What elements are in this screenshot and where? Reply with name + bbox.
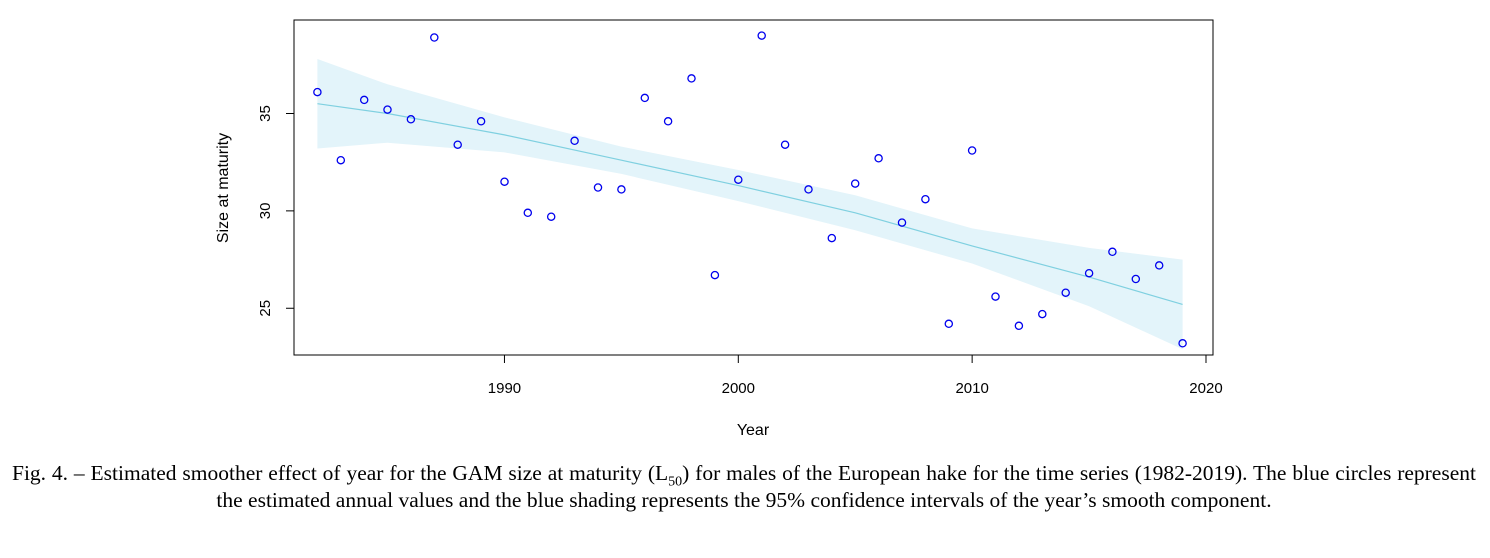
data-point xyxy=(359,95,369,105)
data-point xyxy=(570,136,579,146)
y-tick-label: 25 xyxy=(257,300,274,317)
data-point xyxy=(897,218,907,227)
confidence-band xyxy=(317,59,1183,350)
data-point xyxy=(827,233,837,243)
data-point xyxy=(1038,309,1047,319)
x-tick-label: 2020 xyxy=(1189,380,1222,397)
data-point xyxy=(546,212,556,221)
data-point xyxy=(944,319,954,329)
data-point xyxy=(640,93,650,103)
data-point xyxy=(804,185,813,194)
y-tick-label: 35 xyxy=(257,105,274,122)
data-point xyxy=(1154,261,1164,270)
y-tick-label: 30 xyxy=(257,203,274,220)
data-point xyxy=(406,115,416,124)
data-point xyxy=(617,185,626,194)
smooth-line xyxy=(317,103,1183,305)
data-point xyxy=(710,270,720,280)
data-point xyxy=(1108,247,1117,257)
figure-caption: Fig. 4. – Estimated smoother effect of y… xyxy=(12,460,1476,514)
y-axis: 25 30 35 xyxy=(257,105,294,317)
data-point xyxy=(780,140,790,149)
data-point xyxy=(663,117,673,126)
data-point xyxy=(1178,339,1187,348)
data-point xyxy=(850,179,860,188)
caption-line1-suffix: ) for males of the European hake for the… xyxy=(682,461,1248,485)
data-point xyxy=(991,292,1000,301)
x-tick-label: 1990 xyxy=(488,380,521,397)
caption-rest: The blue circles represent the estimated… xyxy=(216,461,1476,512)
data-point xyxy=(476,117,486,126)
data-point xyxy=(593,183,603,192)
data-point xyxy=(1061,288,1070,297)
data-point xyxy=(336,155,346,165)
data-point xyxy=(967,146,977,155)
data-point xyxy=(757,31,766,40)
data-point xyxy=(453,140,462,149)
data-points xyxy=(313,31,1187,348)
data-point xyxy=(523,208,533,218)
data-point xyxy=(874,154,883,163)
plot-frame xyxy=(293,19,1214,356)
data-point xyxy=(430,33,439,42)
caption-line1-prefix: Fig. 4. – Estimated smoother effect of y… xyxy=(12,461,669,485)
x-tick-label: 2000 xyxy=(722,380,755,397)
gam-chart: 1990 2000 2010 2020 25 30 35 Year Size at mat… xyxy=(215,19,1223,439)
caption-subscript: 50 xyxy=(668,474,683,490)
data-point xyxy=(687,74,696,83)
data-point xyxy=(921,194,930,204)
data-point xyxy=(313,87,322,97)
data-point xyxy=(1014,321,1024,331)
data-point xyxy=(383,105,392,114)
x-tick-label: 2010 xyxy=(955,380,988,397)
y-axis-title: Size at maturity xyxy=(215,133,232,243)
data-point xyxy=(1131,274,1141,284)
x-axis: 1990 2000 2010 2020 xyxy=(488,355,1223,397)
data-point xyxy=(734,175,743,184)
data-point xyxy=(1084,268,1094,278)
x-axis-title: Year xyxy=(737,422,770,439)
data-point xyxy=(500,177,509,186)
